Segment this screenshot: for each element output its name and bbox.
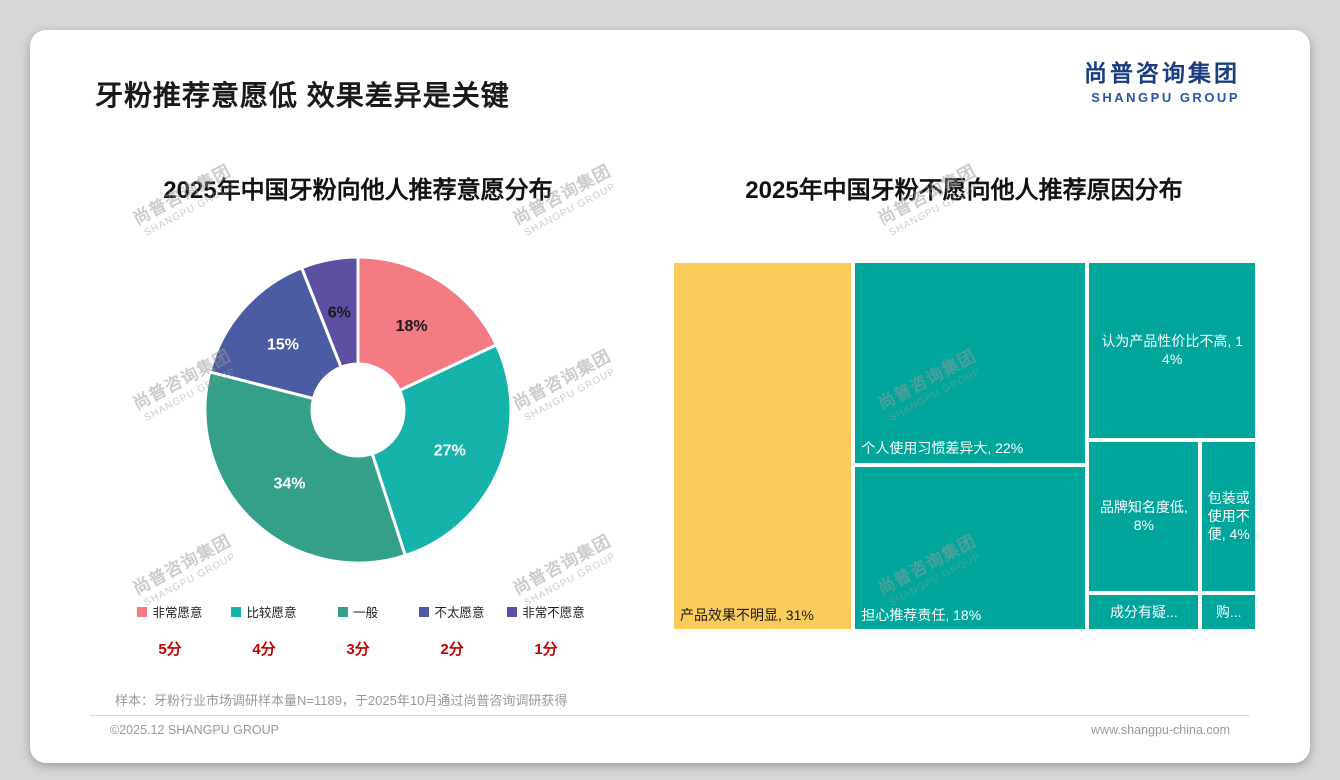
donut-value-label-1: 27% (434, 442, 466, 459)
donut-slice-1 (370, 342, 513, 558)
legend-label: 非常不愿意 (522, 606, 585, 620)
legend-swatch-icon (419, 606, 430, 617)
legend-swatch-icon (137, 606, 148, 617)
legend-item-1: 比较愿意 (217, 602, 311, 621)
legend-label: 一般 (352, 606, 378, 620)
page-title: 牙粉推荐意愿低 效果差异是关键 (95, 80, 510, 111)
sample-note: 样本：牙粉行业市场调研样本量N=1189，于2025年10月通过尚普咨询调研获得 (115, 693, 568, 708)
treemap-block-7: 购... (1200, 592, 1257, 631)
watermark: 尚普咨询集团 SHANGPU GROUP (508, 527, 621, 610)
donut-value-label-2: 34% (273, 476, 305, 493)
treemap-label: 购... (1215, 603, 1242, 620)
watermark-cn-text: 尚普咨询集团 (509, 531, 615, 599)
treemap-label: 品牌知名度低, 8% (1099, 498, 1188, 534)
logo-en-text: SHANGPU GROUP (1091, 90, 1240, 105)
footer-divider (90, 715, 1250, 716)
treemap-block-5: 包装或使用不便, 4% (1200, 439, 1257, 593)
legend-label: 比较愿意 (246, 606, 297, 620)
donut-slice-3 (207, 265, 344, 401)
treemap-chart: 产品效果不明显, 31% 个人使用习惯差异大, 22% 担心推荐责任, 18% 认为产… (672, 261, 1257, 631)
score-label-4: 1分 (534, 641, 558, 658)
watermark: 尚普咨询集团 SHANGPU GROUP (508, 342, 621, 425)
score-row: 5分 4分 3分 2分 1分 (123, 638, 593, 659)
treemap-block-4: 品牌知名度低, 8% (1087, 439, 1201, 593)
score-label-1: 4分 (252, 641, 276, 658)
treemap-block-1: 个人使用习惯差异大, 22% (853, 261, 1088, 465)
treemap-label: 包装或使用不便, 4% (1207, 489, 1250, 543)
treemap-label: 认为产品性价比不高, 14% (1101, 333, 1243, 368)
donut-legend: 非常愿意 比较愿意 一般 不太愿意 非常不愿意 (123, 602, 593, 621)
treemap-chart-title: 2025年中国牙粉不愿向他人推荐原因分布 (745, 177, 1183, 204)
donut-slice-2 (203, 370, 408, 565)
slide-card: 牙粉推荐意愿低 效果差异是关键 尚普咨询集团 SHANGPU GROUP 202… (30, 30, 1310, 763)
company-logo: 尚普咨询集团 SHANGPU GROUP (1084, 54, 1240, 105)
treemap-block-2: 担心推荐责任, 18% (853, 464, 1088, 631)
donut-chart: 18% 27% 34% 15% 6% (203, 255, 513, 565)
donut-value-label-4: 6% (328, 304, 351, 321)
legend-swatch-icon (507, 606, 518, 617)
legend-label: 非常愿意 (152, 606, 203, 620)
score-label-2: 3分 (346, 641, 370, 658)
legend-item-0: 非常愿意 (123, 602, 217, 621)
legend-item-3: 不太愿意 (405, 602, 499, 621)
donut-chart-title: 2025年中国牙粉向他人推荐意愿分布 (163, 177, 553, 204)
treemap-block-6: 成分有疑... (1087, 592, 1201, 631)
treemap-block-3: 认为产品性价比不高, 14% (1087, 261, 1257, 440)
logo-cn-text: 尚普咨询集团 (1084, 60, 1240, 86)
donut-slice-0 (356, 255, 499, 393)
website-url: www.shangpu-china.com (1091, 723, 1230, 737)
score-label-3: 2分 (440, 641, 464, 658)
donut-value-label-0: 18% (396, 318, 428, 335)
legend-item-4: 非常不愿意 (499, 602, 593, 621)
legend-swatch-icon (337, 606, 348, 617)
treemap-label: 担心推荐责任, 18% (861, 606, 982, 623)
treemap-label: 个人使用习惯差异大, 22% (861, 440, 1024, 457)
legend-swatch-icon (231, 606, 242, 617)
donut-slice-4 (299, 255, 360, 370)
treemap-label: 成分有疑... (1110, 603, 1178, 620)
watermark-en-text: SHANGPU GROUP (522, 366, 618, 424)
score-label-0: 5分 (158, 641, 182, 658)
donut-value-label-3: 15% (267, 337, 299, 354)
copyright-text: ©2025.12 SHANGPU GROUP (110, 723, 279, 737)
treemap-block-0: 产品效果不明显, 31% (672, 261, 854, 631)
legend-label: 不太愿意 (434, 606, 485, 620)
treemap-label: 产品效果不明显, 31% (680, 606, 814, 623)
legend-item-2: 一般 (311, 602, 405, 621)
watermark-cn-text: 尚普咨询集团 (509, 346, 615, 414)
